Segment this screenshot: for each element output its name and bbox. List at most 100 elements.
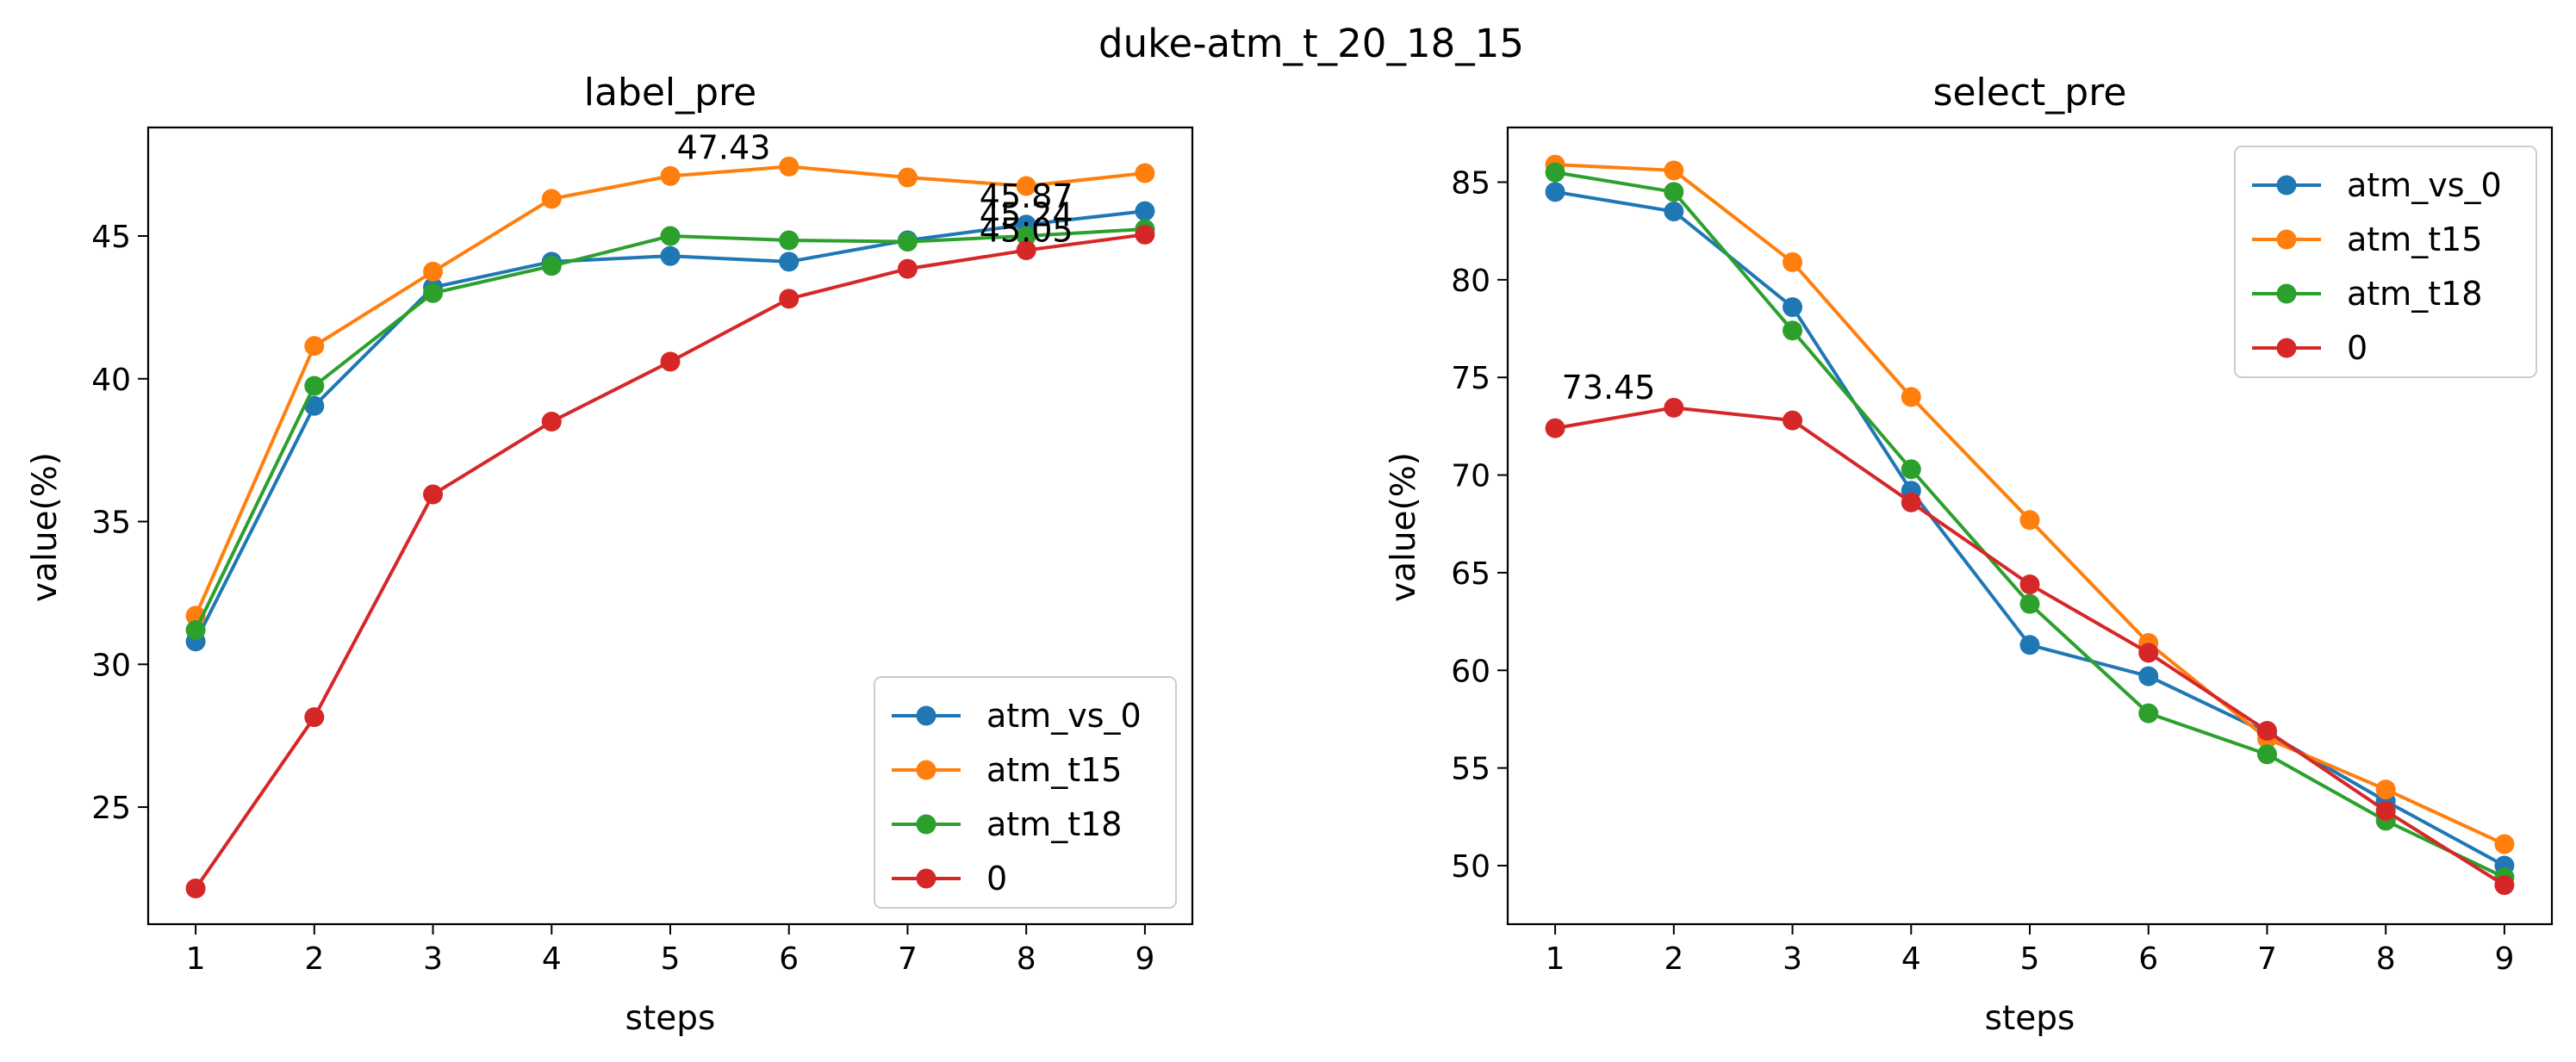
y-tick-label: 35	[91, 506, 131, 541]
legend-entry-label: atm_t18	[2347, 275, 2482, 313]
legend-swatch-marker	[2276, 283, 2297, 304]
y-tick-label: 75	[1451, 361, 1490, 396]
x-tick-label: 9	[2494, 941, 2514, 977]
data-point	[779, 252, 800, 272]
y-tick-label: 45	[91, 220, 131, 255]
data-point	[1664, 160, 1684, 181]
legend: atm_vs_0 atm_t15 atm_t18 0	[2234, 146, 2537, 378]
data-point	[185, 879, 206, 899]
data-point	[660, 226, 681, 246]
data-point	[2375, 801, 2396, 822]
data-point	[2019, 574, 2040, 595]
data-point	[1783, 297, 1803, 318]
data-point	[2019, 635, 2040, 655]
x-axis-label: steps	[1985, 999, 2075, 1038]
data-point	[423, 484, 444, 505]
y-tick-label: 65	[1451, 556, 1490, 592]
data-point	[304, 395, 325, 416]
data-point	[1664, 397, 1684, 418]
subplot-select-pre: select_pre steps value(%) 1 2 3 4 5 6 7 8 9 50 55 6…	[1384, 71, 2554, 1038]
data-point	[779, 230, 800, 251]
legend: atm_vs_0 atm_t15 atm_t18 0	[874, 676, 1177, 909]
data-point	[1016, 176, 1036, 196]
legend-swatch-marker	[2276, 338, 2297, 358]
legend-box	[874, 676, 1177, 909]
y-tick-label: 55	[1451, 752, 1490, 787]
legend-entry-label: atm_t18	[986, 805, 1122, 843]
data-point	[2375, 779, 2396, 800]
data-point	[541, 411, 562, 432]
legend-swatch-marker	[916, 760, 936, 780]
data-point	[1016, 240, 1036, 261]
legend-swatch-marker	[916, 814, 936, 835]
figure-suptitle: duke-atm_t_20_18_15	[1098, 21, 1524, 66]
data-point	[541, 189, 562, 209]
legend-swatch-marker	[2276, 229, 2297, 250]
data-point	[304, 376, 325, 396]
data-point	[1901, 459, 1921, 480]
x-tick-label: 1	[186, 941, 206, 977]
data-point	[2256, 744, 2277, 765]
x-tick-label: 8	[2376, 941, 2396, 977]
y-tick-label: 80	[1451, 264, 1490, 299]
data-point	[2256, 721, 2277, 742]
data-point	[1901, 492, 1921, 512]
x-tick-label: 8	[1017, 941, 1036, 977]
annotation-label: 73.45	[1562, 369, 1656, 407]
data-point	[541, 256, 562, 276]
data-point	[1016, 226, 1036, 246]
data-point	[1545, 162, 1565, 183]
data-point	[1901, 387, 1921, 407]
data-point	[2494, 834, 2515, 854]
x-tick-label: 7	[898, 941, 918, 977]
data-point	[185, 620, 206, 641]
data-point	[897, 167, 918, 188]
data-point	[1135, 224, 1155, 245]
x-tick-label: 2	[1664, 941, 1683, 977]
legend-entry-label: atm_vs_0	[2347, 166, 2502, 204]
x-tick-label: 4	[542, 941, 562, 977]
legend-swatch-marker	[916, 868, 936, 889]
data-point	[1545, 182, 1565, 202]
y-tick-label: 30	[91, 648, 131, 683]
x-tick-label: 6	[2138, 941, 2158, 977]
data-point	[1783, 320, 1803, 341]
data-point	[1783, 252, 1803, 272]
x-tick-label: 7	[2257, 941, 2277, 977]
x-tick-label: 3	[423, 941, 443, 977]
annotation-label: 47.43	[677, 128, 771, 166]
y-tick-label: 25	[91, 791, 131, 826]
x-tick-label: 2	[304, 941, 324, 977]
y-tick-label: 50	[1451, 849, 1490, 885]
x-tick-label: 5	[2020, 941, 2040, 977]
y-axis-label: value(%)	[1384, 452, 1423, 602]
x-tick-label: 9	[1135, 941, 1154, 977]
data-point	[660, 245, 681, 266]
data-point	[1135, 201, 1155, 221]
data-point	[1135, 163, 1155, 183]
y-axis-label: value(%)	[26, 452, 65, 602]
x-tick-label: 3	[1783, 941, 1802, 977]
data-point	[779, 156, 800, 177]
legend-swatch-marker	[2276, 175, 2297, 196]
data-point	[423, 261, 444, 282]
annotation-label: 45.87	[980, 177, 1073, 215]
data-point	[1545, 418, 1565, 438]
annotation-label: 45.24	[980, 196, 1073, 233]
legend-entry-label: atm_t15	[986, 751, 1122, 789]
legend-entry-label: atm_t15	[2347, 220, 2482, 258]
x-tick-label: 6	[779, 941, 799, 977]
legend-entry-label: atm_vs_0	[986, 697, 1142, 735]
subplot-label-pre: label_pre steps value(%) 1 2 3 4 5 6 7 8 9253035…	[26, 71, 1194, 1038]
x-axis-label: steps	[625, 999, 716, 1038]
data-point	[304, 336, 325, 357]
data-point	[1664, 182, 1684, 202]
data-point	[779, 289, 800, 309]
data-point	[897, 232, 918, 252]
data-point	[423, 283, 444, 303]
chart-title: select_pre	[1933, 71, 2127, 115]
legend-swatch-marker	[916, 705, 936, 726]
data-point	[2019, 510, 2040, 531]
data-point	[660, 165, 681, 186]
